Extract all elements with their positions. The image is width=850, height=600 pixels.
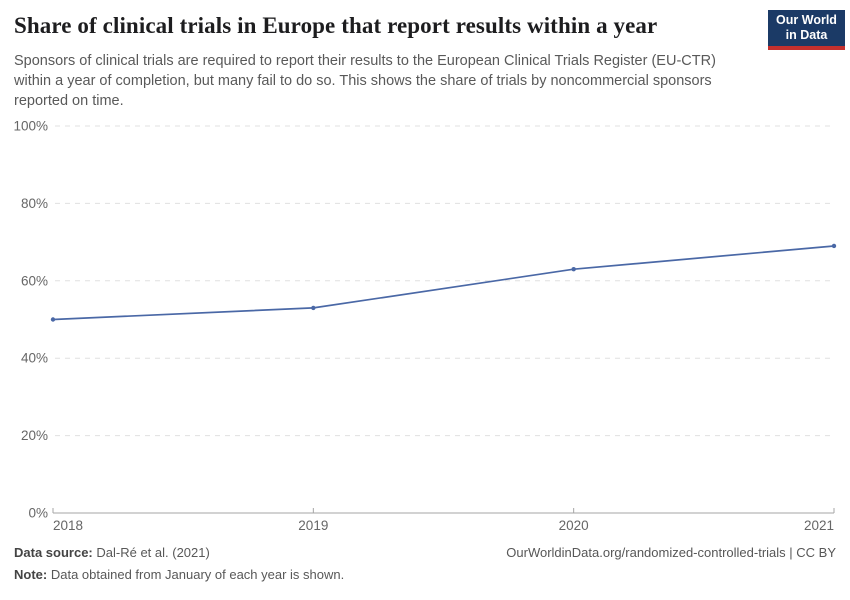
y-axis-label-100: 100%	[13, 119, 48, 134]
chart-footer: Data source: Dal-Ré et al. (2021) OurWor…	[14, 545, 836, 582]
y-axis-label-60: 60%	[21, 273, 48, 288]
owid-url-link[interactable]: OurWorldinData.org/randomized-controlled…	[506, 545, 836, 560]
series-line[interactable]	[52, 245, 835, 321]
data-source-value: Dal-Ré et al. (2021)	[96, 545, 210, 560]
owid-logo-line2: in Data	[785, 28, 828, 42]
note-line: Note: Data obtained from January of each…	[14, 567, 344, 582]
x-axis-label-2021: 2021	[804, 518, 834, 533]
y-axis-label-20: 20%	[21, 428, 48, 443]
owid-logo-box: Our World in Data	[768, 10, 845, 46]
data-point-2020[interactable]	[571, 266, 576, 272]
chart-subtitle: Sponsors of clinical trials are required…	[14, 53, 716, 109]
data-point-2019[interactable]	[311, 305, 316, 311]
note-label: Note:	[14, 567, 48, 582]
data-point-2021[interactable]	[831, 243, 837, 249]
y-axis-label-0: 0%	[28, 506, 48, 521]
owid-logo-red-bar	[768, 46, 845, 50]
data-source-label: Data source:	[14, 545, 93, 560]
x-axis-label-2018: 2018	[53, 518, 83, 533]
x-axis-label-2020: 2020	[559, 518, 589, 533]
owid-logo-line1: Our World	[776, 12, 837, 27]
data-source-line: Data source: Dal-Ré et al. (2021)	[14, 545, 210, 560]
note-value: Data obtained from January of each year …	[50, 567, 345, 582]
chart-title: Share of clinical trials in Europe that …	[14, 13, 658, 38]
y-axis-label-80: 80%	[21, 196, 48, 211]
owid-logo[interactable]: Our World in Data	[768, 10, 845, 50]
x-axis-label-2019: 2019	[298, 518, 328, 533]
y-axis-label-40: 40%	[21, 351, 48, 366]
data-point-2018[interactable]	[50, 317, 56, 322]
